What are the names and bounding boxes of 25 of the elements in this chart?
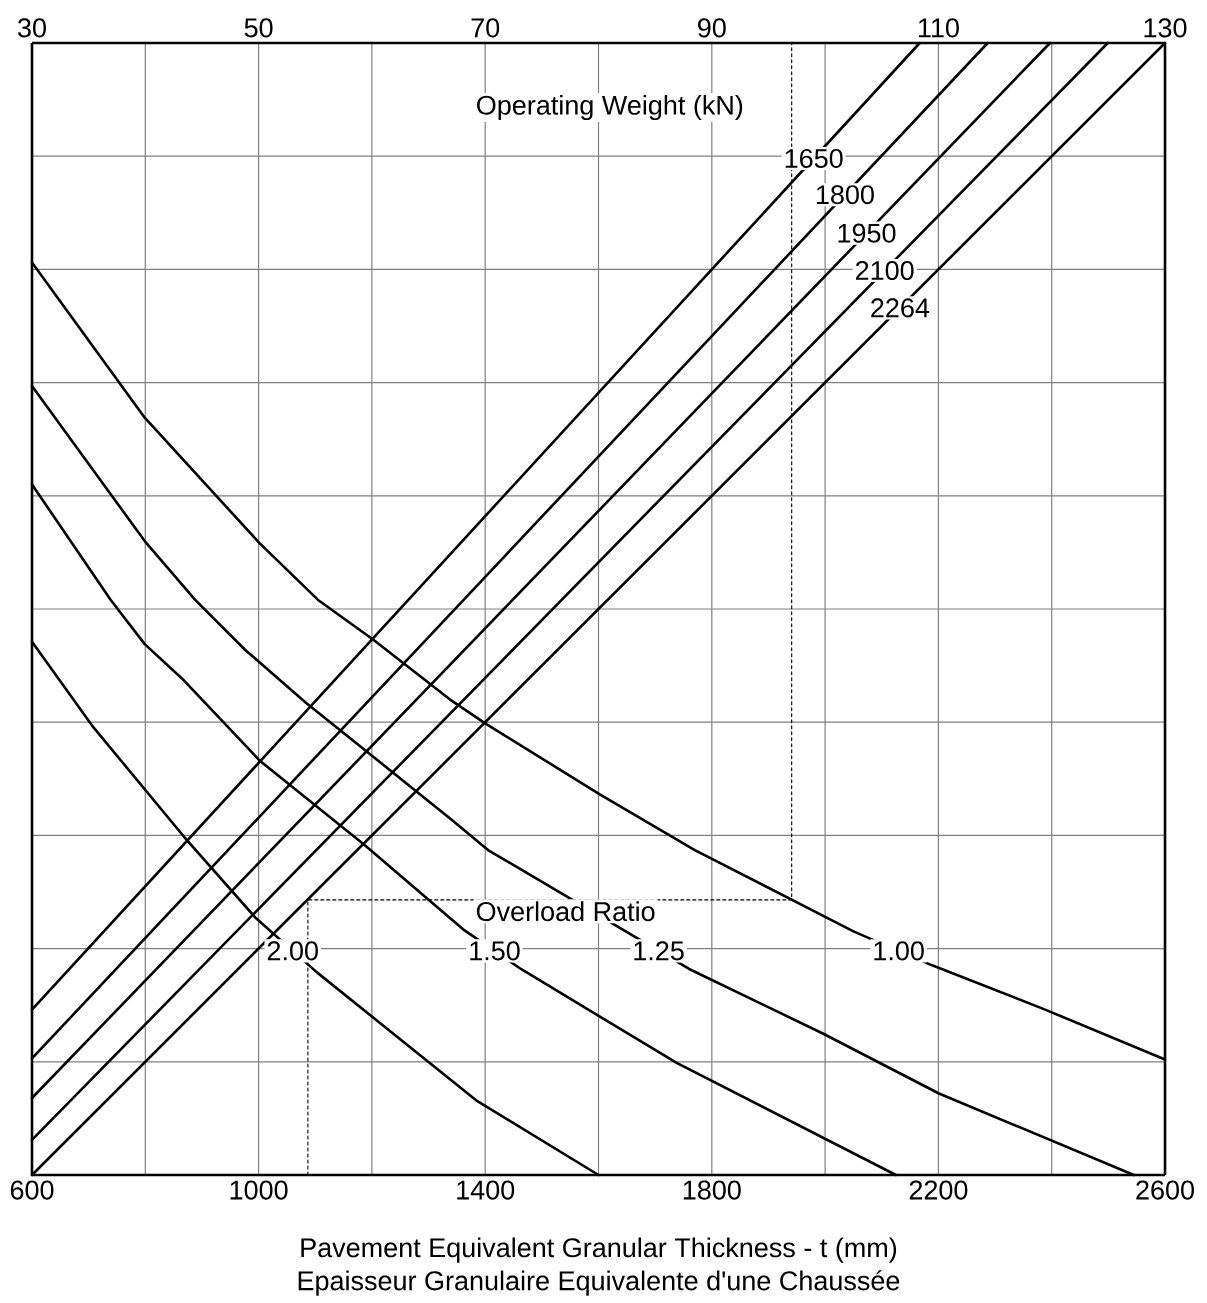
x2-tick-label: 30 bbox=[18, 18, 46, 38]
series-label: 1.50 bbox=[470, 941, 520, 961]
series-label: 2264 bbox=[871, 298, 930, 318]
text: Epaisseur Granulaire Equivalente d'une Chaussée bbox=[298, 1270, 900, 1296]
x-axis-title: Pavement Equivalent Granular Thickness - t (mm) bbox=[301, 1237, 897, 1263]
x-tick-label: 600 bbox=[10, 1180, 54, 1200]
x2-tick-label: 110 bbox=[918, 18, 959, 38]
x2-tick-label: 50 bbox=[244, 18, 273, 38]
series-label: 1.00 bbox=[874, 941, 924, 961]
series-label: 2100 bbox=[855, 260, 914, 281]
x-tick-label: 1400 bbox=[457, 1180, 515, 1200]
x2-tick-label: 90 bbox=[698, 18, 726, 38]
x-tick-label: 1800 bbox=[683, 1180, 741, 1200]
x-tick-label: 2600 bbox=[1136, 1180, 1194, 1200]
series-label: 1800 bbox=[816, 185, 874, 205]
x2-tick-label: 130 bbox=[1144, 18, 1187, 38]
series-label: 1950 bbox=[838, 223, 896, 243]
x2-tick-label: 70 bbox=[471, 18, 500, 38]
annotation: Operating Weight (kN) bbox=[477, 94, 743, 121]
series-label: 1.25 bbox=[634, 941, 684, 961]
x-tick-label: 2200 bbox=[909, 1180, 968, 1200]
series-label: 1650 bbox=[785, 148, 843, 169]
series-label: 2.00 bbox=[267, 941, 318, 961]
annotation: Overload Ratio bbox=[476, 901, 655, 922]
x-tick-label: 1000 bbox=[230, 1180, 288, 1200]
